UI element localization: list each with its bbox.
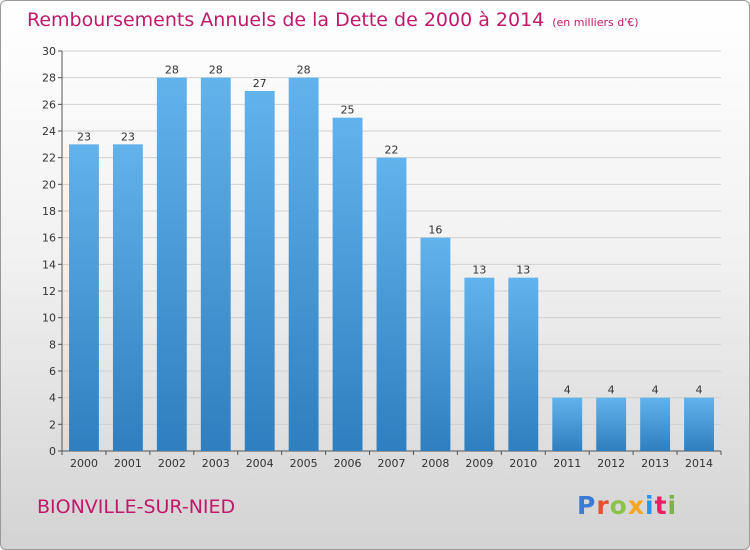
chart-title-unit: (en milliers d'€) — [552, 16, 639, 29]
bar-2002 — [156, 77, 187, 452]
x-tick-label-2009: 2009 — [465, 457, 493, 470]
x-tick-label-2013: 2013 — [641, 457, 669, 470]
y-tick-label: 24 — [42, 125, 56, 138]
value-label-2011: 4 — [564, 384, 571, 397]
value-label-2008: 16 — [428, 224, 442, 237]
logo-letter: t — [654, 491, 668, 520]
y-tick-label: 14 — [42, 258, 56, 271]
x-tick-label-2003: 2003 — [202, 457, 230, 470]
proxiti-logo[interactable]: Proxiti — [577, 491, 677, 520]
chart-title-main: Remboursements Annuels de la Dette de 20… — [27, 9, 545, 31]
bar-2004 — [244, 91, 275, 451]
y-tick-label: 16 — [42, 232, 56, 245]
y-tick-label: 10 — [42, 312, 56, 325]
bars — [69, 77, 714, 452]
logo-letter: o — [609, 491, 628, 520]
x-tick-label-2011: 2011 — [553, 457, 581, 470]
y-tick-label: 26 — [42, 98, 56, 111]
x-tick-label-2000: 2000 — [70, 457, 98, 470]
value-label-2005: 28 — [297, 64, 311, 77]
y-tick-label: 0 — [49, 445, 56, 458]
bar-2007 — [376, 157, 407, 451]
value-label-2004: 27 — [253, 77, 267, 90]
logo-letter: i — [645, 491, 655, 520]
bar-2010 — [508, 277, 539, 451]
bar-2005 — [288, 77, 319, 452]
value-label-2009: 13 — [472, 264, 486, 277]
x-tick-label-2002: 2002 — [158, 457, 186, 470]
bar-2011 — [552, 397, 583, 451]
value-label-2012: 4 — [608, 384, 615, 397]
x-tick-label-2010: 2010 — [509, 457, 537, 470]
y-tick-label: 18 — [42, 205, 56, 218]
x-tick-label-2006: 2006 — [334, 457, 362, 470]
bar-2000 — [69, 144, 99, 452]
y-tick-label: 20 — [42, 178, 56, 191]
value-label-2010: 13 — [516, 264, 530, 277]
bar-2006 — [332, 117, 363, 452]
y-tick-label: 22 — [42, 152, 56, 165]
bar-2003 — [200, 77, 231, 452]
value-label-2003: 28 — [209, 64, 223, 77]
bar-2001 — [112, 144, 143, 452]
x-tick-label-2008: 2008 — [421, 457, 449, 470]
y-tick-label: 30 — [42, 45, 56, 58]
labels: 0246810121416182022242628302320002320012… — [42, 45, 713, 470]
y-tick-label: 28 — [42, 72, 56, 85]
x-tick-label-2004: 2004 — [246, 457, 274, 470]
bar-2014 — [684, 397, 714, 451]
value-label-2000: 23 — [77, 130, 91, 143]
logo-letter: i — [667, 491, 678, 520]
logo-letter: x — [627, 491, 645, 520]
bar-2013 — [640, 397, 671, 451]
x-tick-label-2012: 2012 — [597, 457, 625, 470]
chart-title: Remboursements Annuels de la Dette de 20… — [27, 9, 639, 31]
value-label-2006: 25 — [341, 104, 355, 117]
x-tick-label-2007: 2007 — [378, 457, 406, 470]
y-tick-label: 12 — [42, 285, 56, 298]
bar-2012 — [596, 397, 627, 451]
y-tick-label: 8 — [49, 338, 56, 351]
x-tick-label-2005: 2005 — [290, 457, 318, 470]
y-tick-label: 2 — [49, 418, 56, 431]
logo-letter: P — [577, 491, 597, 520]
bar-2008 — [420, 237, 451, 451]
logo-letter: r — [596, 491, 610, 520]
bar-2009 — [464, 277, 495, 451]
value-label-2002: 28 — [165, 64, 179, 77]
value-label-2013: 4 — [652, 384, 659, 397]
x-tick-label-2001: 2001 — [114, 457, 142, 470]
y-tick-label: 4 — [49, 392, 56, 405]
y-tick-label: 6 — [49, 365, 56, 378]
value-label-2014: 4 — [696, 384, 703, 397]
commune-name: BIONVILLE-SUR-NIED — [37, 496, 236, 518]
x-tick-label-2014: 2014 — [685, 457, 713, 470]
value-label-2007: 22 — [385, 144, 399, 157]
value-label-2001: 23 — [121, 130, 135, 143]
